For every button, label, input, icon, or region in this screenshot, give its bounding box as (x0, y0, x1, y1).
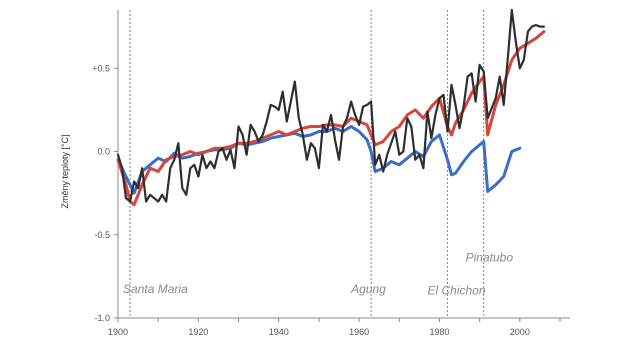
x-tick-label: 1900 (108, 327, 128, 337)
volcano-label: Santa Maria (123, 282, 188, 296)
x-tick-label: 1960 (349, 327, 369, 337)
x-tick-label: 1940 (269, 327, 289, 337)
y-axis-label: Změny teploty [°C] (60, 134, 70, 208)
volcano-label: Agung (350, 282, 386, 296)
series-line-0 (116, 125, 522, 195)
y-tick-label: +0.5 (92, 63, 110, 73)
series-layer (116, 8, 546, 207)
volcano-label: Pinatubo (466, 250, 514, 264)
x-tick-label: 2000 (510, 327, 530, 337)
x-tick-label: 1920 (188, 327, 208, 337)
x-tick-label: 1980 (429, 327, 449, 337)
series-line-1 (116, 30, 546, 207)
volcano-label: El Chichon (427, 284, 485, 298)
y-tick-label: 0.0 (97, 147, 110, 157)
series-line-2 (116, 8, 545, 203)
y-tick-label: -0.5 (94, 230, 110, 240)
y-tick-label: -1.0 (94, 313, 110, 323)
tick-layer: +0.5 0.0 -0.5 -1.0 1900 1920 1940 1960 1980 2000 (92, 10, 570, 337)
